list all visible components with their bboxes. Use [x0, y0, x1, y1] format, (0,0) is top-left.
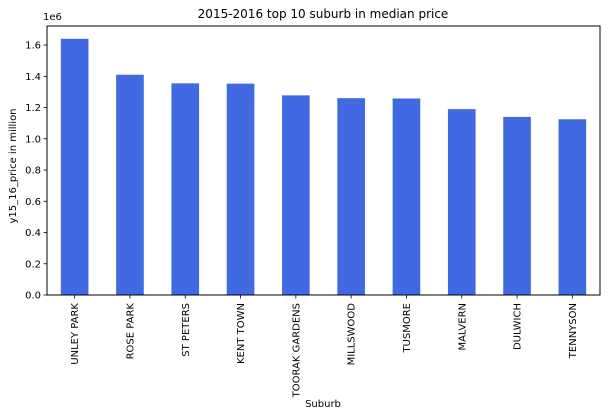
y-tick-label: 0.6 — [25, 197, 41, 208]
bar-dulwich — [503, 116, 531, 295]
bar-st-peters — [171, 83, 200, 295]
y-tick-label: 0.2 — [25, 259, 41, 270]
x-tick-label: UNLEY PARK — [70, 303, 81, 365]
x-tick-label: TUSMORE — [402, 303, 413, 354]
bar-toorak-gardens — [282, 95, 310, 295]
bars-group — [60, 38, 587, 296]
x-tick-label: DULWICH — [513, 303, 524, 350]
bar-tusmore — [392, 98, 421, 296]
x-axis: UNLEY PARK ROSE PARK ST PETERS KENT TOWN TOO… — [70, 295, 579, 398]
chart-title: 2015-2016 top 10 suburb in median price — [198, 7, 449, 21]
y-tick-label: 1.2 — [25, 103, 41, 114]
bar-rose-park — [116, 74, 144, 295]
bar-kent-town — [226, 83, 255, 296]
bar-millswood — [337, 98, 365, 295]
y-tick-label: 0.0 — [25, 291, 41, 302]
x-tick-label: TENNYSON — [568, 303, 579, 359]
x-tick-label: MALVERN — [457, 303, 468, 351]
bar-unley-park — [60, 38, 89, 296]
x-tick-label: ST PETERS — [181, 303, 192, 357]
bar-malvern — [447, 109, 476, 296]
y-axis-title: y15_16_price in million — [8, 108, 19, 223]
offset-label: 1e6 — [43, 12, 62, 23]
bar-tennyson — [558, 119, 587, 295]
y-tick-label: 1.4 — [25, 72, 41, 83]
y-tick-label: 1.0 — [25, 134, 41, 145]
y-tick-label: 0.4 — [25, 228, 41, 239]
plot-frame — [46, 25, 601, 296]
x-tick-label: MILLSWOOD — [347, 303, 358, 366]
x-tick-label: ROSE PARK — [125, 303, 136, 360]
x-axis-title: Suburb — [305, 399, 341, 410]
y-tick-label: 1.6 — [25, 41, 41, 52]
x-tick-label: KENT TOWN — [236, 303, 247, 364]
x-tick-label: TOORAK GARDENS — [291, 303, 302, 398]
y-tick-label: 0.8 — [25, 166, 41, 177]
y-axis: 0.0 0.2 0.4 0.6 0.8 1.0 1.2 1.4 1.6 — [25, 41, 47, 302]
